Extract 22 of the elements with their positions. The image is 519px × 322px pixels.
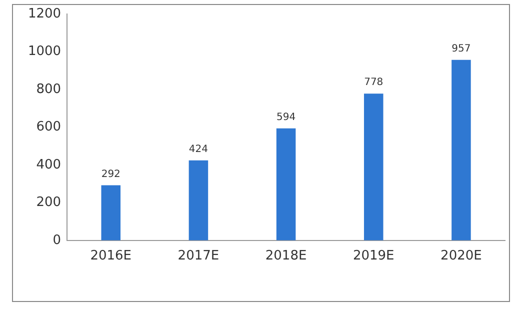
bar bbox=[364, 94, 384, 240]
y-tick-label: 200 bbox=[36, 195, 62, 210]
x-tick-label: 2018E bbox=[265, 248, 307, 264]
y-tick-label: 800 bbox=[36, 82, 62, 97]
data-label: 292 bbox=[101, 168, 120, 180]
bar bbox=[276, 128, 296, 240]
data-label: 594 bbox=[276, 112, 296, 123]
data-label: 424 bbox=[188, 144, 208, 155]
x-tick-label: 2016E bbox=[90, 248, 132, 264]
y-tick-label: 400 bbox=[36, 157, 62, 172]
x-tick-label: 2017E bbox=[178, 248, 220, 264]
y-tick-label: 1000 bbox=[28, 44, 62, 60]
bar bbox=[101, 185, 121, 240]
y-tick-label: 1200 bbox=[28, 6, 62, 22]
y-tick-label: 600 bbox=[36, 120, 62, 135]
bar bbox=[188, 160, 208, 240]
data-label: 957 bbox=[452, 43, 471, 54]
x-tick-label: 2020E bbox=[440, 248, 482, 264]
data-label: 778 bbox=[364, 77, 384, 88]
x-tick-label: 2019E bbox=[352, 248, 394, 264]
y-tick-label: 0 bbox=[52, 232, 62, 248]
bar bbox=[452, 60, 471, 240]
